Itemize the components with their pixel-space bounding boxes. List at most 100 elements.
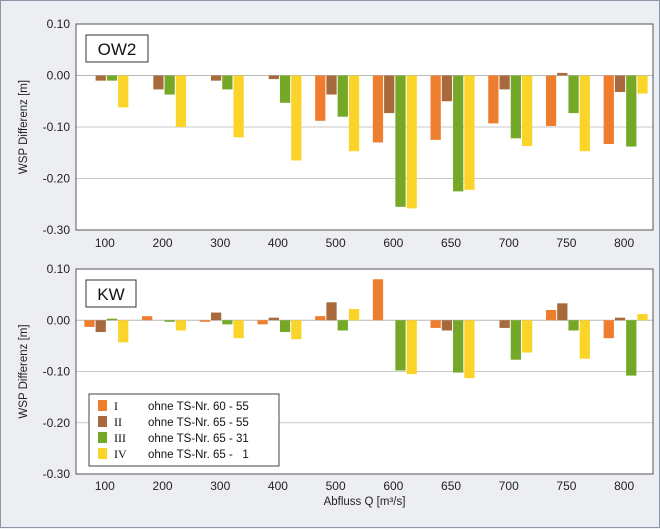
y-axis-label: WSP Differenz [m] [18,80,30,174]
bar-iv-200 [175,75,187,127]
bar-iv-300 [233,75,244,138]
legend-series-text: ohne TS-Nr. 65 - 1 [148,449,249,461]
bar-i-650 [430,75,441,140]
x-tick-label: 750 [556,236,576,250]
panel-label-box: OW2 [85,34,149,63]
legend-series-name: IV [114,447,127,461]
bar-iv-700 [522,320,533,353]
legend-swatch-i [98,400,107,411]
x-tick-label: 200 [153,236,173,250]
x-tick-label: 650 [441,479,461,493]
bar-i-750 [545,310,557,321]
x-tick-label: 400 [268,479,288,493]
x-tick-label: 800 [614,479,634,493]
y-tick-label: -0.30 [43,467,71,481]
bar-i-800 [603,75,614,144]
bar-iii-300 [222,320,233,325]
plot-border [75,23,654,231]
bar-ii-650 [441,75,453,102]
x-tick-label: 750 [556,479,576,493]
bar-iv-500 [348,75,360,152]
panel-label-box: KW [85,279,137,308]
x-tick-label: 800 [614,236,634,250]
bar-ii-700 [499,320,510,328]
bar-i-600 [372,279,384,321]
x-tick-label: 300 [210,479,230,493]
bar-ii-800 [614,317,626,321]
bar-ii-300 [210,75,222,81]
bar-i-300 [199,320,210,322]
bar-i-400 [257,320,268,325]
bar-iii-500 [337,320,348,331]
bar-iv-800 [637,314,648,321]
bar-iii-400 [279,75,291,103]
bar-ii-100 [95,320,106,333]
bar-ii-800 [614,75,626,92]
bar-ii-750 [557,72,568,76]
bar-iv-650 [464,320,475,379]
y-tick-label: -0.10 [43,120,71,134]
legend-series-text: ohne TS-Nr. 60 - 55 [148,401,249,413]
bar-iii-600 [395,320,406,371]
x-tick-label: 600 [383,479,403,493]
bar-i-800 [603,320,614,339]
panel-label: OW2 [98,40,137,59]
panel-label-frame [85,279,137,308]
legend-series-name: II [114,415,122,429]
bar-ii-700 [499,75,510,90]
bar-i-750 [545,75,557,126]
x-tick-label: 650 [441,236,461,250]
bar-iii-400 [279,320,291,333]
x-tick-label: 600 [383,236,403,250]
bar-iii-500 [337,75,348,117]
bar-iv-100 [118,75,129,108]
legend-swatch-iii [98,432,107,443]
x-tick-label: 300 [210,236,230,250]
bar-iv-600 [406,75,417,209]
bar-ii-400 [268,317,279,321]
x-tick-label: 500 [326,479,346,493]
bar-iv-750 [579,75,590,152]
x-tick-label: 700 [499,236,519,250]
x-tick-label: 500 [326,236,346,250]
bar-ii-300 [210,312,222,321]
y-tick-label: 0.00 [47,313,71,327]
y-tick-label: 0.00 [47,69,71,83]
bar-i-600 [372,75,384,143]
bar-i-700 [488,75,499,124]
x-axis-label: Abfluss Q [m³/s] [324,496,406,508]
y-tick-label: -0.20 [43,416,71,430]
panel-label-frame [85,34,149,63]
bar-ii-600 [384,75,395,114]
bar-iii-750 [568,75,579,114]
legend-box [88,393,280,467]
chart-panel-kw: 0.10 0.00 -0.10 -0.20 -0.30 WSP Differenz [m]… [18,262,654,508]
bar-ii-100 [95,75,106,81]
bar-iv-300 [233,320,244,339]
bar-iv-400 [291,75,302,161]
plot-border [75,268,654,475]
bar-iv-700 [522,75,533,147]
bar-iv-500 [348,308,360,321]
bar-iv-650 [464,75,475,190]
legend-swatch-ii [98,416,107,427]
bar-iii-100 [106,318,118,321]
bar-iii-100 [106,75,118,81]
bar-iv-200 [175,320,187,331]
legend-series-name: III [114,431,126,445]
chart-panel-ow2: 0.10 0.00 -0.10 -0.20 -0.30 WSP Differenz [m]… [18,17,654,250]
x-tick-label: 100 [95,479,115,493]
bar-iv-100 [118,320,129,343]
bar-ii-750 [557,303,568,321]
x-tick-label: 200 [153,479,173,493]
bar-i-500 [315,75,326,121]
x-tick-label: 700 [499,479,519,493]
bar-ii-500 [326,302,337,321]
bar-iii-200 [164,75,175,95]
y-axis-label: WSP Differenz [m] [18,324,30,418]
bar-iii-700 [510,320,522,360]
bar-ii-400 [268,75,279,80]
x-tick-label: 100 [95,236,115,250]
